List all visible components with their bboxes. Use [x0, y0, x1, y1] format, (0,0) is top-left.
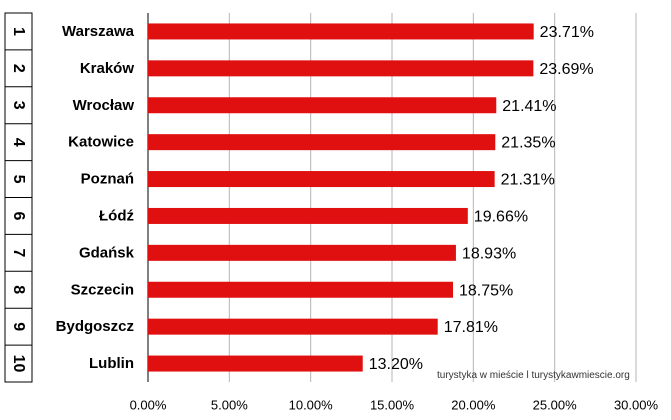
category-label: Poznań [81, 171, 134, 188]
rank-label: 3 [10, 101, 27, 110]
bar [148, 23, 534, 40]
rank-label: 6 [10, 211, 27, 220]
rank-label: 10 [10, 355, 27, 373]
category-label: Wrocław [73, 97, 135, 114]
category-label: Gdańsk [79, 244, 135, 261]
category-label: Łódź [99, 207, 134, 224]
bar [148, 281, 453, 298]
category-label: Lublin [89, 355, 134, 372]
rank-label: 8 [10, 285, 27, 294]
bar [148, 97, 497, 114]
category-label: Katowice [68, 134, 134, 151]
value-label: 23.71% [540, 24, 594, 41]
bar [148, 60, 534, 77]
rank-column: 1 2 3 4 5 6 7 8 9 10 [4, 12, 33, 383]
value-label: 23.69% [539, 61, 593, 78]
category-label: Kraków [80, 60, 135, 77]
x-axis-ticks: 0.00% 5.00% 10.00% 15.00% 20.00% 25.00% 30.00% [130, 398, 659, 413]
x-tick-label: 15.00% [370, 398, 415, 413]
value-label: 18.93% [462, 245, 516, 262]
x-tick-label: 10.00% [289, 398, 334, 413]
x-tick-label: 30.00% [614, 398, 659, 413]
value-label: 13.20% [369, 356, 423, 373]
rank-label: 2 [10, 64, 27, 73]
x-tick-label: 20.00% [451, 398, 496, 413]
value-label: 17.81% [444, 319, 498, 336]
value-label: 21.35% [501, 135, 555, 152]
value-label: 21.41% [502, 98, 556, 115]
bar [148, 244, 456, 261]
source-note: turystyka w mieście l turystykawmiescie.… [437, 370, 630, 381]
category-label: Bydgoszcz [56, 318, 134, 335]
rank-label: 5 [10, 175, 27, 184]
value-label: 18.75% [459, 282, 513, 299]
value-labels: 23.71% 23.69% 21.41% 21.35% 21.31% 19.66% 18.9… [369, 24, 594, 373]
bars [148, 23, 534, 372]
x-tick-label: 0.00% [130, 398, 167, 413]
category-label: Warszawa [62, 23, 135, 40]
bar [148, 171, 495, 188]
category-label: Szczecin [71, 281, 134, 298]
rank-label: 4 [10, 138, 27, 147]
value-label: 19.66% [474, 208, 528, 225]
rank-label: 9 [10, 322, 27, 331]
x-tick-label: 5.00% [211, 398, 248, 413]
category-labels: Warszawa Kraków Wrocław Katowice Poznań Łódź G… [56, 23, 135, 372]
bar [148, 207, 468, 224]
x-tick-label: 25.00% [533, 398, 578, 413]
bar [148, 318, 438, 335]
bar [148, 355, 363, 372]
value-label: 21.31% [501, 172, 555, 189]
bar [148, 134, 496, 151]
rank-label: 7 [10, 248, 27, 257]
rank-label: 1 [10, 27, 27, 36]
